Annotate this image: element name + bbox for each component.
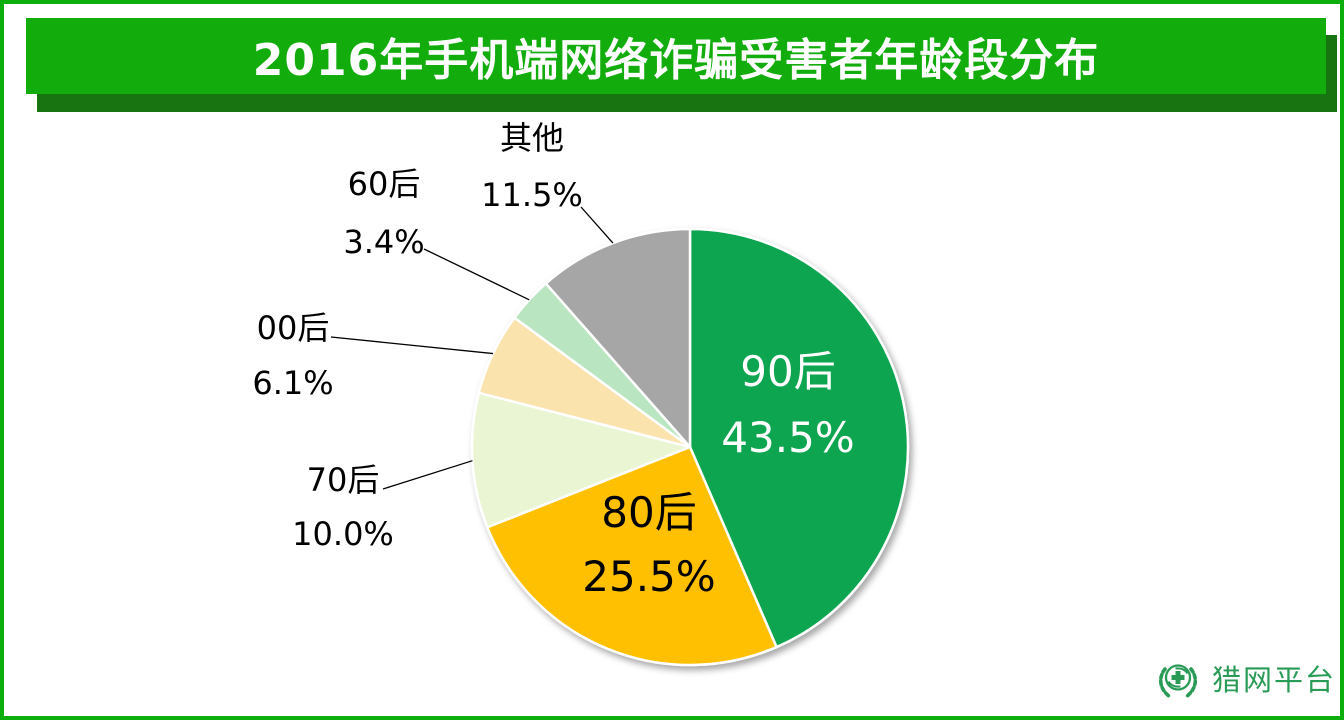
- segment-name: 60后: [347, 165, 421, 203]
- leader-line-4: [423, 248, 530, 301]
- segment-name: 90后: [740, 347, 836, 396]
- liewang-logo: 猎网平台: [1153, 658, 1336, 702]
- leader-lines-group: [330, 206, 614, 490]
- leader-line-5: [580, 206, 614, 244]
- segment-name: 其他: [499, 119, 564, 157]
- segment-name: 00后: [256, 309, 330, 347]
- pie-slice-2: [470, 391, 692, 529]
- page-title: 2016年手机端网络诈骗受害者年龄段分布: [252, 35, 1100, 86]
- segment-name: 80后: [601, 488, 697, 537]
- segment-name: 70后: [306, 461, 380, 499]
- segment-value: 6.1%: [252, 364, 334, 402]
- pie-label-70hou: 70后 10.0%: [292, 453, 394, 561]
- pie-label-qita: 其他 11.5%: [481, 110, 583, 224]
- pie-slice-5: [544, 227, 692, 449]
- segment-value: 3.4%: [343, 223, 425, 261]
- segment-value: 10.0%: [292, 515, 394, 553]
- pie-slice-1: [486, 445, 778, 667]
- pie-slices-group: [470, 227, 910, 667]
- segment-value: 25.5%: [582, 552, 716, 601]
- pie-label-90hou: 90后 43.5%: [721, 339, 854, 471]
- pie-label-60hou: 60后 3.4%: [343, 155, 424, 271]
- liewang-emblem-icon: [1158, 664, 1198, 699]
- leader-line-3: [330, 336, 494, 355]
- pie-label-80hou: 80后 25.5%: [582, 481, 715, 609]
- logo-text: 猎网平台: [1212, 663, 1337, 697]
- pie-label-00hou: 00后 6.1%: [252, 301, 333, 411]
- segment-value: 11.5%: [481, 176, 583, 214]
- pie-slice-0: [688, 227, 910, 649]
- title-banner: 2016年手机端网络诈骗受害者年龄段分布: [26, 18, 1326, 94]
- leader-line-2: [382, 460, 473, 490]
- segment-value: 43.5%: [721, 413, 855, 462]
